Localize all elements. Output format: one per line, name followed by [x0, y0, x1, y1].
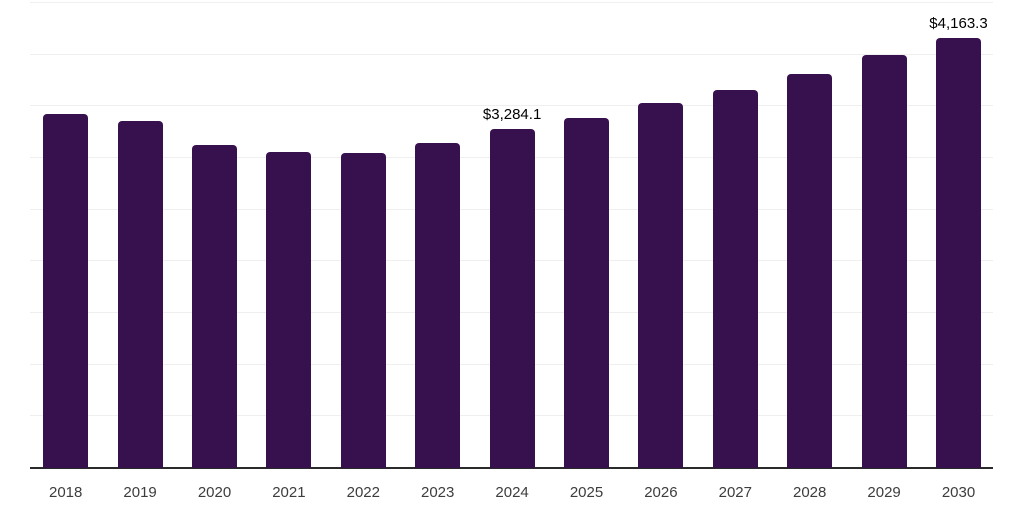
- bar-2026: [638, 103, 684, 468]
- x-tick-2022: 2022: [346, 484, 380, 501]
- value-label-2030: $4,163.3: [929, 14, 988, 32]
- x-tick-2023: 2023: [421, 484, 455, 501]
- bar-2021: [266, 152, 312, 468]
- x-tick-2025: 2025: [569, 484, 604, 501]
- x-tick-2030: 2030: [941, 484, 976, 501]
- x-tick-2019: 2019: [123, 484, 157, 501]
- bar-2025: [564, 117, 609, 468]
- bar-2019: [117, 120, 163, 468]
- bar-2023: [415, 142, 461, 468]
- gridline: [30, 2, 993, 3]
- bar-2020: [192, 144, 237, 468]
- bar-2018: [43, 113, 89, 468]
- bar-2030: [936, 37, 981, 468]
- bar-2027: [712, 90, 758, 468]
- x-tick-2020: 2020: [197, 484, 232, 501]
- x-tick-2027: 2027: [718, 484, 752, 501]
- gridline: [30, 53, 993, 55]
- bar-2024: [489, 128, 535, 468]
- bar-2022: [340, 153, 386, 468]
- x-tick-2029: 2029: [867, 484, 901, 501]
- x-tick-2028: 2028: [793, 484, 827, 501]
- value-label-2024: $3,284.1: [482, 105, 542, 123]
- bar-2029: [861, 55, 907, 468]
- x-tick-2018: 2018: [49, 484, 83, 501]
- x-tick-2021: 2021: [272, 484, 306, 501]
- x-tick-2024: 2024: [495, 484, 529, 501]
- bar-2028: [787, 74, 833, 468]
- x-tick-2026: 2026: [644, 484, 678, 501]
- x-axis-line: [30, 467, 993, 469]
